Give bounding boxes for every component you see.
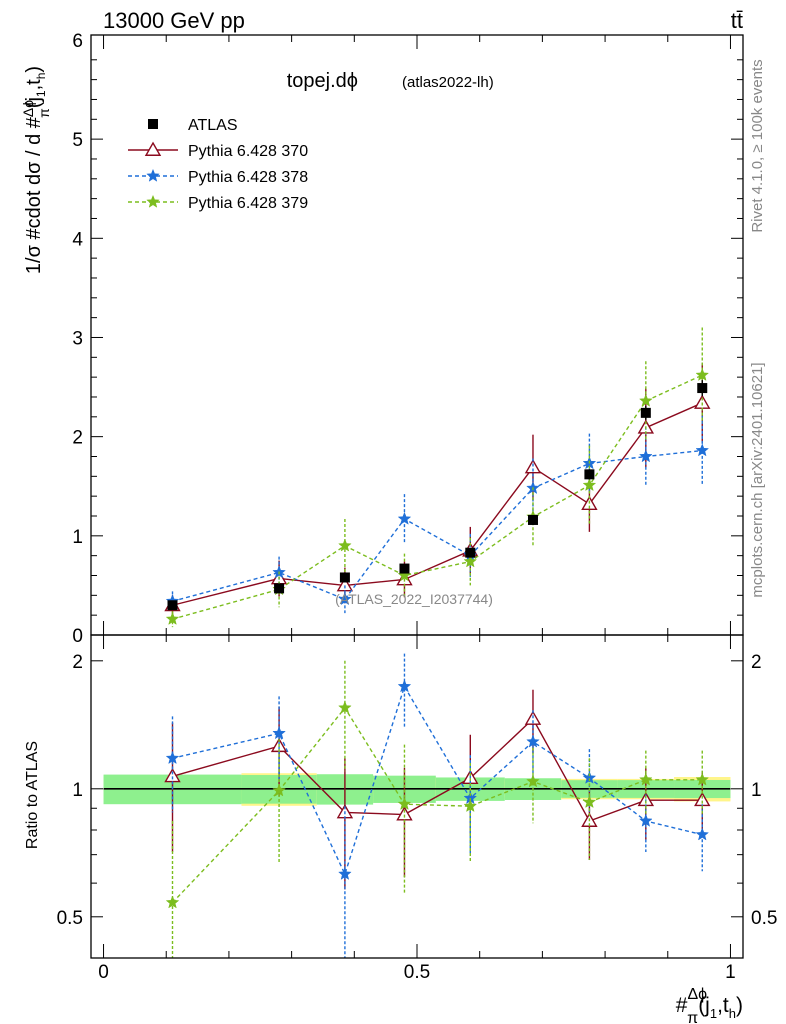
ratio-tick-label: 1 <box>72 780 83 801</box>
series-point <box>338 592 352 606</box>
series-point <box>638 449 653 463</box>
series-layer <box>164 327 711 958</box>
chart-subtitle: (atlas2022-lh) <box>402 74 494 91</box>
ratio-series-3 <box>165 660 710 958</box>
ratio-point <box>165 895 180 909</box>
data-point <box>339 572 350 583</box>
legend: ATLAS Pythia 6.428 370 Pythia 6.428 378 Pyt… <box>128 117 308 212</box>
data-point <box>167 600 178 611</box>
ratio-point <box>338 700 352 714</box>
data-point <box>697 383 708 394</box>
legend-entry-1: Pythia 6.428 370 <box>128 141 308 160</box>
series-point <box>463 554 478 568</box>
series-point <box>695 443 710 457</box>
chart-title: topej.dϕ <box>287 70 358 92</box>
series-line <box>172 449 703 602</box>
series-3 <box>165 327 710 628</box>
ratio-point <box>463 799 478 813</box>
ratio-point <box>396 806 413 821</box>
ratio-tick-label-right: 1 <box>751 780 762 801</box>
legend-marker <box>146 194 160 208</box>
legend-label: ATLAS <box>188 117 238 134</box>
y-axis-label: 1/σ #cdot dσ / d #Δϕπ(j1,th) <box>20 66 52 274</box>
x-axis-label: #Δϕ π(j1,th) <box>676 986 743 1024</box>
ratio-point <box>272 783 286 797</box>
ratio-tick-label: 0.5 <box>57 908 83 929</box>
ratio-point <box>638 772 653 786</box>
series-point <box>338 538 352 552</box>
series-point <box>582 478 597 492</box>
ratio-tick-label-right: 0.5 <box>751 908 777 929</box>
series-point <box>165 611 180 625</box>
series-point <box>695 367 710 381</box>
ratio-point <box>526 774 540 788</box>
ratio-point <box>638 813 653 827</box>
y-tick-label: 3 <box>72 328 83 349</box>
ratio-point <box>397 679 412 693</box>
legend-entry-atlas: ATLAS <box>148 117 238 134</box>
legend-label: Pythia 6.428 379 <box>188 195 308 212</box>
series-line <box>172 402 703 606</box>
ratio-point <box>165 751 180 765</box>
svg-text:#Δϕπ(j1,th): #Δϕ π(j1,th) <box>676 986 743 1024</box>
rivet-label: Rivet 4.1.0, ≥ 100k events <box>749 59 766 232</box>
ratio-point <box>338 866 352 880</box>
beam-label: 13000 GeV pp <box>103 8 245 33</box>
x-tick-label: 1 <box>725 962 736 983</box>
data-point <box>527 514 538 525</box>
x-tick-label: 0.5 <box>404 962 430 983</box>
svg-text:1/σ #cdot dσ / d #Δϕπ(j1,th): 1/σ #cdot dσ / d #Δϕπ(j1,th) <box>20 66 52 274</box>
legend-marker <box>144 141 162 156</box>
ratio-point <box>695 772 710 786</box>
series-point <box>524 458 542 474</box>
legend-entry-3: Pythia 6.428 379 <box>128 194 308 212</box>
ratio-tick-label: 2 <box>72 652 83 673</box>
data-point <box>640 407 651 418</box>
series-point <box>638 393 653 407</box>
series-2 <box>165 415 710 614</box>
ratio-point <box>526 734 540 748</box>
ratio-point <box>695 827 710 841</box>
series-point <box>397 511 412 525</box>
ratio-line <box>171 706 703 904</box>
y-tick-label: 2 <box>72 428 83 449</box>
ratio-point <box>397 797 412 811</box>
ratio-axis-label: Ratio to ATLAS <box>24 741 41 849</box>
legend-entry-2: Pythia 6.428 378 <box>128 168 308 186</box>
x-tick-label: 0 <box>98 962 109 983</box>
ratio-point <box>582 795 597 809</box>
mcplots-label: mcplots.cern.ch [arXiv:2401.10621] <box>749 362 766 597</box>
series-1 <box>164 363 711 616</box>
process-label: tt̄ <box>731 8 743 33</box>
y-tick-label: 4 <box>72 229 83 250</box>
analysis-watermark: (ATLAS_2022_I2037744) <box>335 591 493 607</box>
legend-marker <box>148 119 158 129</box>
data-point <box>584 469 595 480</box>
legend-marker <box>146 168 160 182</box>
y-tick-label: 1 <box>72 527 83 548</box>
series-atlas <box>167 380 708 611</box>
axes: 0 1 2 3 4 5 6 0 0.5 1 0.5 0.5 1 1 2 2 <box>57 31 778 983</box>
y-tick-label: 0 <box>72 626 83 647</box>
data-point <box>465 547 476 558</box>
y-tick-label: 5 <box>72 130 83 151</box>
data-point <box>274 583 285 594</box>
y-tick-label: 6 <box>72 31 83 52</box>
series-line <box>172 374 703 620</box>
data-point <box>399 563 410 574</box>
ratio-tick-label-right: 2 <box>751 652 762 673</box>
ratio-point <box>272 726 286 740</box>
legend-label: Pythia 6.428 370 <box>188 143 308 160</box>
legend-label: Pythia 6.428 378 <box>188 169 308 186</box>
